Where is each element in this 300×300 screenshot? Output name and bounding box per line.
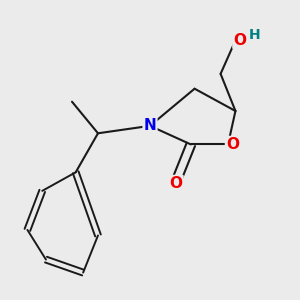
Text: N: N: [144, 118, 156, 134]
Text: H: H: [249, 28, 261, 42]
Text: O: O: [233, 33, 246, 48]
Text: O: O: [226, 137, 239, 152]
Text: O: O: [169, 176, 182, 191]
